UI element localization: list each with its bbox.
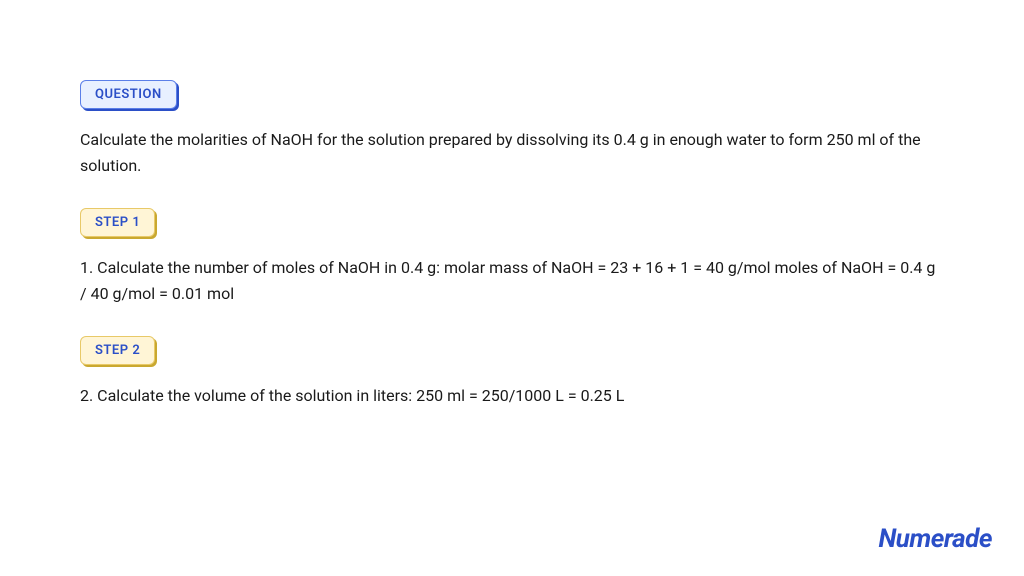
question-badge: QUESTION (80, 80, 177, 109)
question-text: Calculate the molarities of NaOH for the… (80, 127, 944, 180)
step-1-section: STEP 1 1. Calculate the number of moles … (80, 208, 944, 308)
step-2-text: 2. Calculate the volume of the solution … (80, 383, 944, 409)
question-section: QUESTION Calculate the molarities of NaO… (80, 80, 944, 180)
brand-logo: Numerade (878, 524, 992, 554)
step-1-badge: STEP 1 (80, 208, 155, 237)
step-1-text: 1. Calculate the number of moles of NaOH… (80, 255, 944, 308)
step-2-badge: STEP 2 (80, 336, 155, 365)
step-2-section: STEP 2 2. Calculate the volume of the so… (80, 336, 944, 409)
